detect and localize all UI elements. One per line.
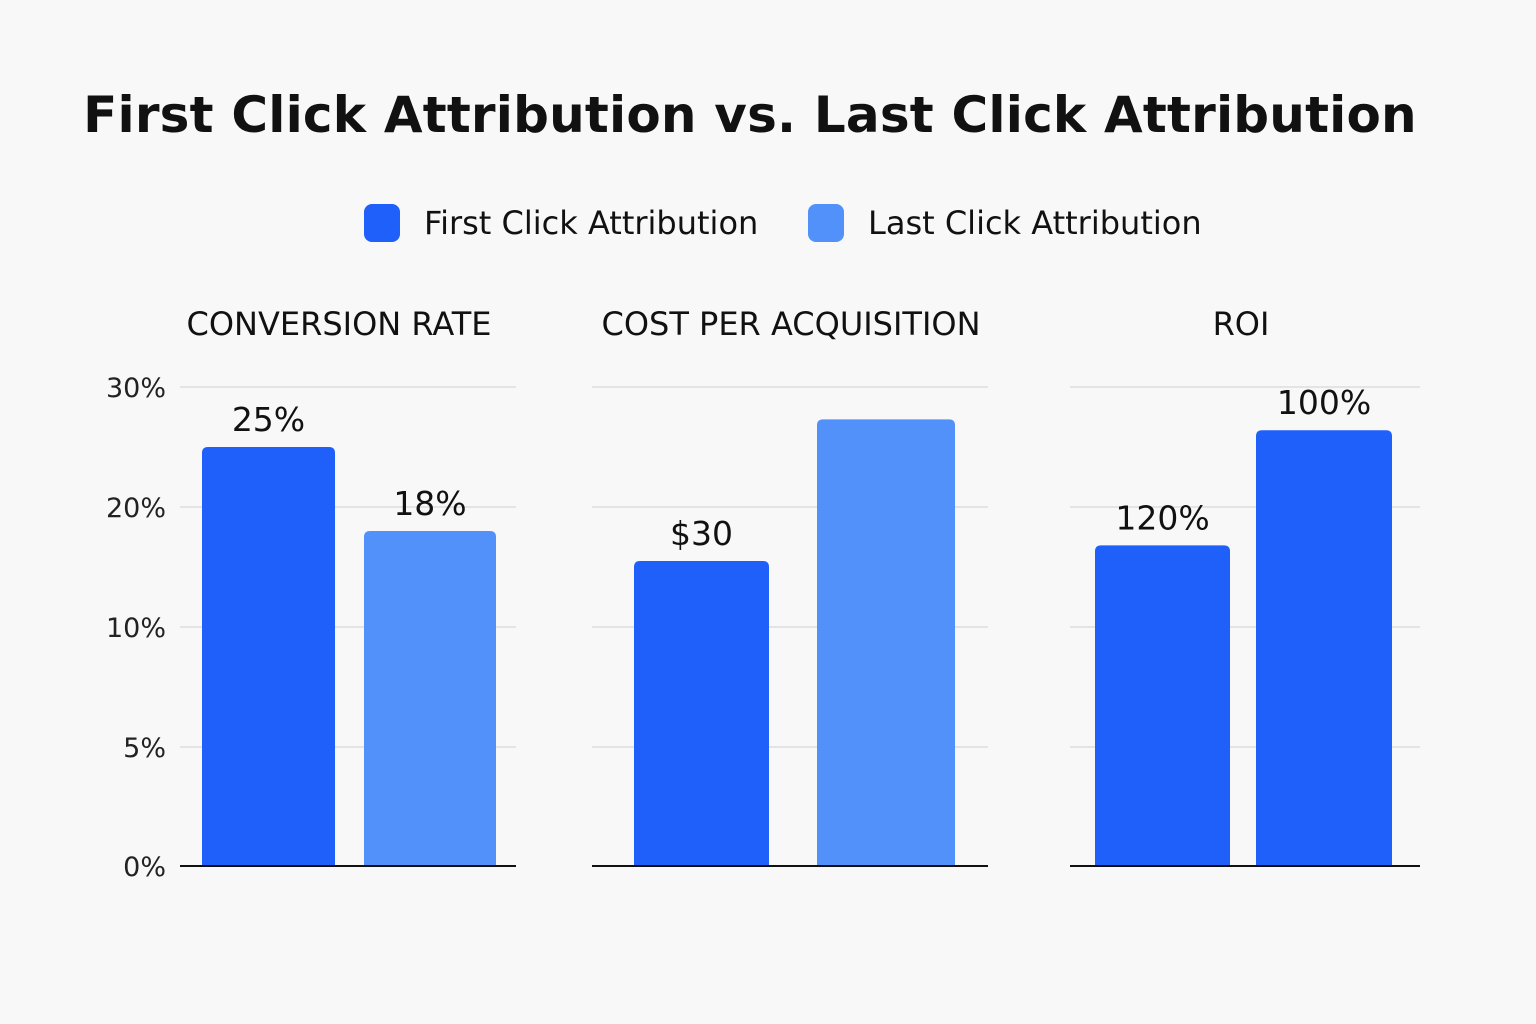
chart-title: First Click Attribution vs. Last Click A… — [83, 86, 1417, 144]
y-tick-label: 0% — [123, 852, 166, 883]
bar-conversion-rate-1 — [364, 531, 496, 866]
legend-item-first-click: First Click Attribution — [364, 200, 758, 246]
panel-title: COST PER ACQUISITION — [601, 305, 980, 343]
y-tick-label: 30% — [106, 373, 166, 404]
legend-item-last-click: Last Click Attribution — [808, 200, 1202, 246]
data-label: $30 — [670, 514, 733, 553]
y-tick-label: 5% — [123, 733, 166, 764]
data-label: 120% — [1115, 498, 1209, 537]
data-label: 25% — [232, 400, 305, 439]
legend-swatch-last-click — [808, 204, 844, 242]
bar-roi-1 — [1256, 430, 1392, 866]
bar-cost-per-acquisition-0 — [634, 561, 769, 866]
data-label: 100% — [1277, 383, 1371, 422]
data-label: 18% — [393, 484, 466, 523]
bar-cost-per-acquisition-1 — [817, 419, 955, 866]
y-tick-label: 10% — [106, 613, 166, 644]
panel-title: ROI — [1213, 305, 1270, 343]
legend-label-first-click: First Click Attribution — [424, 204, 759, 242]
legend-swatch-first-click — [364, 204, 400, 242]
bar-roi-0 — [1095, 545, 1230, 866]
legend: First Click Attribution Last Click Attri… — [0, 200, 1536, 246]
bar-conversion-rate-0 — [202, 447, 335, 866]
y-tick-label: 20% — [106, 493, 166, 524]
legend-label-last-click: Last Click Attribution — [868, 204, 1202, 242]
panel-title: CONVERSION RATE — [187, 305, 492, 343]
